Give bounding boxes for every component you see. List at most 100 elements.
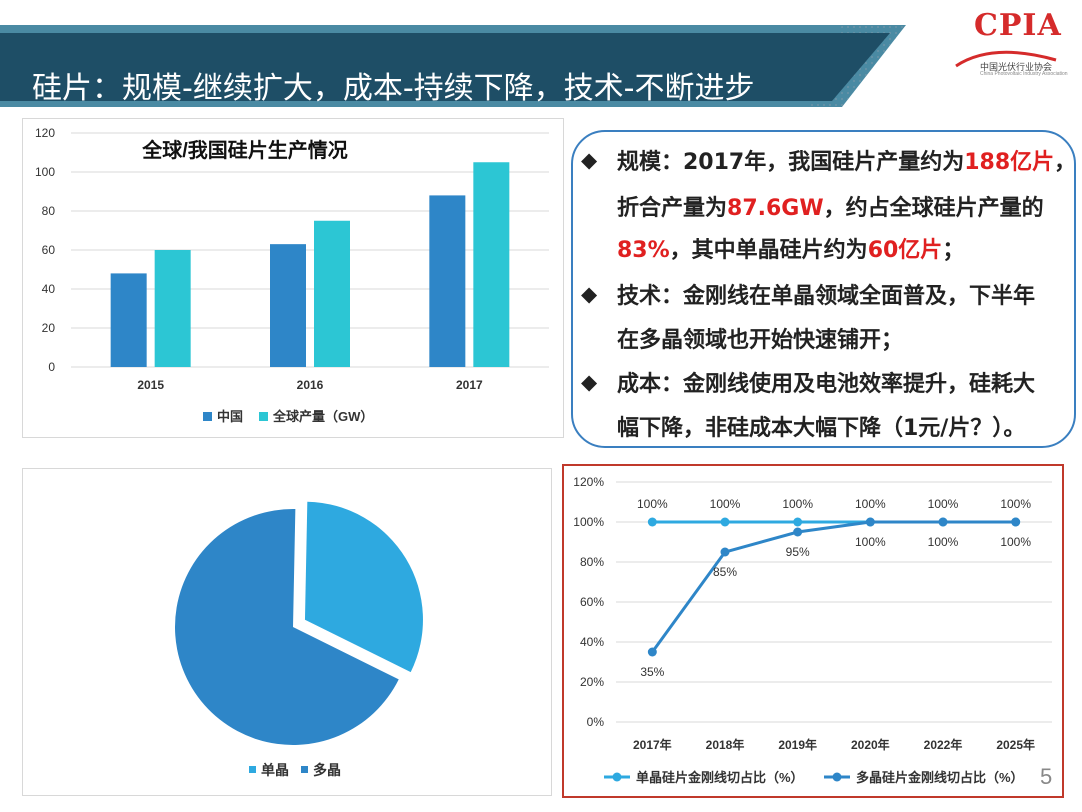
highlight-value: 188亿片 bbox=[964, 150, 1055, 175]
data-label: 95% bbox=[786, 545, 810, 559]
logo-swoosh-icon bbox=[955, 50, 1057, 68]
bar-chart-panel: 0 20 40 60 80 100 120 全球/我国硅片生产情况 2015 2016 2017 中国… bbox=[22, 118, 564, 438]
legend-label: 单晶硅片金刚线切占比（%） bbox=[636, 770, 804, 785]
legend-marker bbox=[612, 772, 622, 782]
bar-2017-1 bbox=[473, 162, 510, 367]
line-chart: 0% 20% 40% 60% 80% 100% 120% 2017年 2018年 2019年 202… bbox=[573, 475, 1052, 785]
summary-line: 在多晶领域也开始快速铺开； bbox=[617, 322, 903, 354]
data-label: 100% bbox=[928, 497, 959, 511]
chart-title: 全球/我国硅片生产情况 bbox=[141, 138, 348, 162]
legend-marker bbox=[832, 772, 842, 782]
data-label: 100% bbox=[637, 497, 668, 511]
line-text: 成本：金刚线使用及电池效率提升，硅耗大 bbox=[617, 372, 1036, 397]
legend-label: 多晶硅片金刚线切占比（%） bbox=[856, 770, 1024, 785]
y-tick-label: 120 bbox=[35, 126, 55, 140]
legend-label: 多晶 bbox=[313, 762, 341, 778]
pie-chart-panel: 单晶 多晶 bbox=[22, 468, 552, 796]
bar-2015-0 bbox=[110, 273, 147, 367]
title-banner: 硅片：规模-继续扩大，成本-持续下降，技术-不断进步 bbox=[0, 25, 912, 115]
y-tick-label: 40 bbox=[42, 282, 56, 296]
legend-swatch bbox=[301, 766, 308, 773]
data-point bbox=[1011, 517, 1021, 527]
highlight-value: 60亿片 bbox=[867, 238, 943, 263]
y-tick-label: 0% bbox=[587, 715, 605, 729]
pie-chart: 单晶 多晶 bbox=[175, 501, 423, 778]
legend-label: 单晶 bbox=[261, 762, 289, 778]
logo-mark: CPIA bbox=[974, 8, 1062, 43]
data-point bbox=[647, 647, 657, 657]
bullet-icon: ◆ bbox=[581, 371, 598, 394]
bar-2017-0 bbox=[429, 195, 466, 367]
bar-2016-0 bbox=[270, 244, 306, 367]
y-tick-label: 120% bbox=[573, 475, 604, 489]
y-tick-label: 0 bbox=[48, 360, 55, 374]
series-line-1 bbox=[651, 520, 1016, 653]
highlight-value: 83% bbox=[617, 238, 670, 263]
bar-2015-1 bbox=[154, 250, 191, 367]
x-tick-label: 2019年 bbox=[778, 737, 817, 752]
line-chart-panel: 0% 20% 40% 60% 80% 100% 120% 2017年 2018年 2019年 202… bbox=[562, 464, 1064, 798]
data-label: 100% bbox=[782, 497, 813, 511]
y-tick-label: 60% bbox=[580, 595, 604, 609]
summary-line: 成本：金刚线使用及电池效率提升，硅耗大 bbox=[617, 366, 1035, 398]
y-tick-label: 80 bbox=[42, 204, 56, 218]
legend-label: 中国 bbox=[217, 409, 243, 424]
line-text: 折合产量为 bbox=[617, 196, 728, 221]
summary-line: 规模：2017年，我国硅片产量约为188亿片， bbox=[617, 144, 1076, 176]
data-label: 100% bbox=[928, 535, 959, 549]
x-tick-label: 2015 bbox=[137, 378, 164, 392]
pie-slice-多晶 bbox=[175, 509, 399, 745]
x-tick-label: 2020年 bbox=[851, 737, 890, 752]
line-text: 技术：金刚线在单晶领域全面普及，下半年 bbox=[617, 284, 1036, 309]
x-tick-label: 2018年 bbox=[706, 737, 745, 752]
y-tick-label: 80% bbox=[580, 555, 604, 569]
data-point bbox=[647, 517, 657, 527]
line-text: 在多晶领域也开始快速铺开； bbox=[617, 328, 904, 353]
y-tick-label: 20% bbox=[580, 675, 604, 689]
y-tick-label: 100% bbox=[573, 515, 604, 529]
title-banner-shape bbox=[0, 25, 906, 107]
x-tick-label: 2017年 bbox=[633, 737, 672, 752]
bullet-icon: ◆ bbox=[581, 283, 598, 306]
page-number: 5 bbox=[1040, 764, 1053, 789]
y-tick-label: 40% bbox=[580, 635, 604, 649]
legend-label: 全球产量（GW） bbox=[272, 409, 373, 424]
pie-slice-单晶 bbox=[304, 501, 423, 673]
summary-line: 技术：金刚线在单晶领域全面普及，下半年 bbox=[617, 278, 1035, 310]
data-point bbox=[720, 547, 730, 557]
bullet-icon: ◆ bbox=[581, 149, 598, 172]
line-text: 幅下降，非硅成本大幅下降（1元/片？）。 bbox=[617, 416, 1026, 441]
data-point bbox=[793, 517, 803, 527]
x-tick-label: 2017 bbox=[456, 378, 483, 392]
data-point bbox=[938, 517, 948, 527]
summary-line: 幅下降，非硅成本大幅下降（1元/片？）。 bbox=[617, 410, 1025, 442]
y-tick-label: 100 bbox=[35, 165, 55, 179]
summary-line: 83%，其中单晶硅片约为60亿片； bbox=[617, 232, 964, 264]
line-text: ，其中单晶硅片约为 bbox=[669, 238, 868, 263]
data-label: 100% bbox=[855, 497, 886, 511]
data-label: 35% bbox=[640, 665, 664, 679]
slide-title: 硅片：规模-继续扩大，成本-持续下降，技术-不断进步 bbox=[32, 71, 755, 106]
y-tick-label: 20 bbox=[42, 321, 56, 335]
highlight-value: 87.6GW bbox=[727, 196, 824, 221]
data-point bbox=[793, 527, 803, 537]
x-tick-label: 2022年 bbox=[924, 737, 963, 752]
logo-subtitle: 中国光伏行业协会 bbox=[980, 62, 1053, 72]
x-tick-label: 2025年 bbox=[996, 737, 1035, 752]
line-text: 规模：2017年，我国硅片产量约为 bbox=[617, 150, 965, 175]
data-point bbox=[720, 517, 730, 527]
data-point bbox=[865, 517, 875, 527]
summary-textbox: ◆ 规模：2017年，我国硅片产量约为188亿片， 折合产量为87.6GW，约占全球… bbox=[571, 130, 1076, 448]
x-tick-label: 2016 bbox=[297, 378, 324, 392]
data-label: 100% bbox=[855, 535, 886, 549]
bar-2016-1 bbox=[314, 220, 350, 367]
legend-swatch bbox=[203, 412, 212, 421]
data-label: 100% bbox=[710, 497, 741, 511]
data-label: 85% bbox=[713, 565, 737, 579]
y-tick-label: 60 bbox=[42, 243, 56, 257]
legend-swatch bbox=[259, 412, 268, 421]
bar-chart: 0 20 40 60 80 100 120 全球/我国硅片生产情况 2015 2016 2017 中国… bbox=[35, 126, 549, 424]
cpia-logo: CPIA 中国光伏行业协会 China Photovoltaic Industr… bbox=[952, 8, 1068, 80]
line-text: ； bbox=[942, 238, 965, 263]
line-text: ，约占全球硅片产量的 bbox=[823, 196, 1044, 221]
